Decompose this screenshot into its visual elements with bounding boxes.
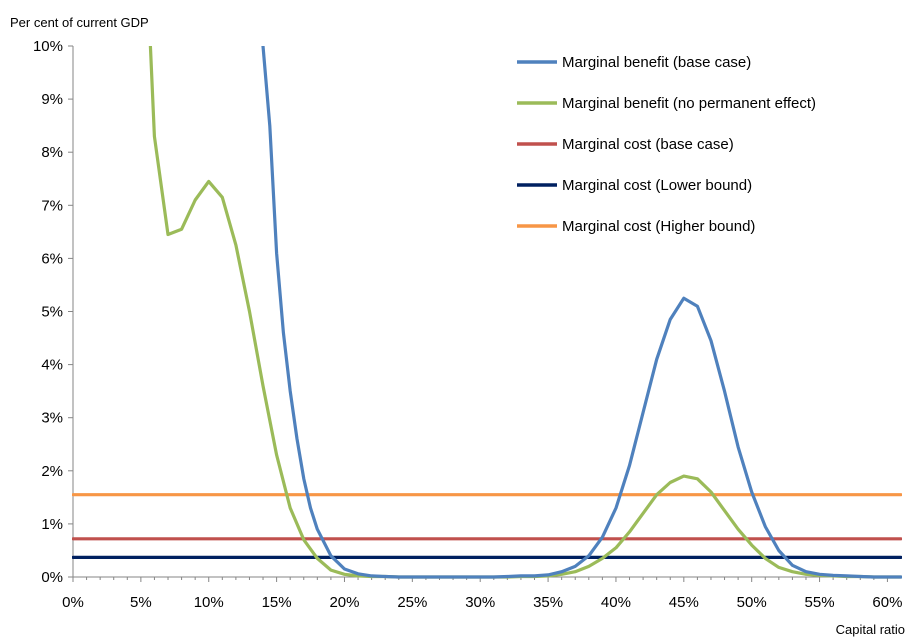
y-tick-label: 2% [41,463,63,480]
legend-label: Marginal cost (Higher bound) [562,218,755,235]
x-tick-label: 15% [262,594,292,611]
x-tick-label: 0% [62,594,84,611]
legend-label: Marginal benefit (no permanent effect) [562,95,816,112]
legend-label: Marginal benefit (base case) [562,54,751,71]
series-line-marginal-benefit-base-case [261,46,902,579]
x-tick-label: 45% [669,594,699,611]
y-tick-label: 9% [41,91,63,108]
y-tick-label: 3% [41,410,63,427]
series-layer [72,46,902,579]
x-axis-title: Capital ratio [836,622,905,637]
series-line-marginal-benefit-no-permanent-effect [148,46,902,579]
y-tick-label: 4% [41,357,63,374]
y-axis: 0% 1% 2% 3% 4% 5% 6% 7% 8% 9% 10% [33,38,74,586]
x-tick-label: 55% [805,594,835,611]
x-tick-label: 40% [601,594,631,611]
legend-label: Marginal cost (Lower bound) [562,177,752,194]
x-tick-label: 20% [329,594,359,611]
x-tick-label: 30% [465,594,495,611]
x-tick-label: 25% [397,594,427,611]
x-tick-label: 5% [130,594,152,611]
x-tick-label: 10% [194,594,224,611]
x-tick-label: 50% [737,594,767,611]
x-axis: 0% 5% 10% 15% 20% 25% 30% 35% 40% 45% 50% 55% 60% [62,576,902,611]
y-tick-label: 8% [41,144,63,161]
x-tick-label: 35% [533,594,563,611]
y-tick-label: 0% [41,569,63,586]
y-tick-label: 7% [41,197,63,214]
y-tick-label: 10% [33,38,63,55]
x-tick-label: 60% [872,594,902,611]
legend: Marginal benefit (base case) Marginal ben… [517,54,816,235]
y-tick-label: 1% [41,516,63,533]
y-axis-title: Per cent of current GDP [10,15,149,30]
y-tick-label: 6% [41,250,63,267]
y-tick-label: 5% [41,304,63,321]
legend-label: Marginal cost (base case) [562,136,734,153]
